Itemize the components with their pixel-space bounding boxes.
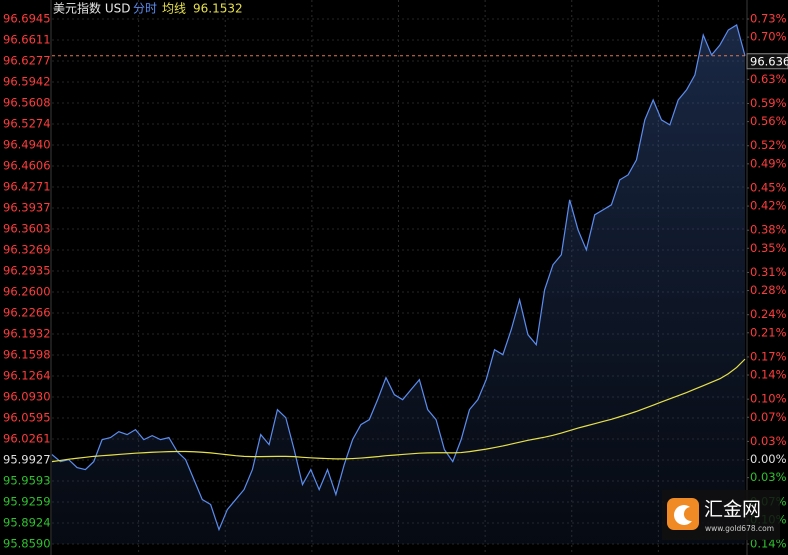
y2-tick-label: 0.38% (750, 223, 787, 237)
price-area (52, 24, 745, 545)
current-price-box (746, 53, 788, 70)
y-tick-label: 96.3269 (3, 242, 51, 256)
y2-tick-label: 0.28% (750, 283, 787, 297)
y-tick-label: 95.9927 (3, 452, 51, 466)
y2-tick-label: 0.63% (750, 72, 787, 86)
y-tick-label: 96.4606 (3, 158, 51, 172)
y-tick-label: 96.2600 (3, 285, 51, 299)
y2-tick-label: 0.49% (750, 156, 787, 170)
y-tick-label: 96.5608 (3, 96, 51, 110)
y2-tick-label: 0.45% (750, 180, 787, 194)
y-tick-label: 96.0930 (3, 389, 51, 403)
y-tick-label: 95.9593 (3, 473, 51, 487)
y-tick-label: 96.6945 (3, 12, 51, 26)
price-line (51, 24, 746, 532)
y-tick-label: 96.4940 (3, 137, 51, 151)
y2-tick-label: 0.52% (750, 138, 787, 152)
y2-tick-label: 0.31% (750, 265, 787, 279)
legend-entry: 分时 (133, 2, 157, 16)
watermark-logo-swirl (674, 505, 692, 525)
y2-tick-label: 0.03% (750, 434, 787, 448)
y-tick-label: 95.9259 (3, 494, 51, 508)
y2-tick-label: 0.17% (750, 349, 787, 363)
y-tick-label: 96.5942 (3, 75, 51, 89)
y-tick-label: 95.8924 (3, 516, 51, 530)
chart-title: 美元指数 USD (53, 1, 130, 16)
y-tick-label: 96.5274 (3, 117, 51, 131)
average-line (51, 358, 746, 463)
y2-tick-label: 0.14% (750, 368, 787, 382)
legend-entry: 均线 (162, 2, 186, 16)
y-tick-label: 96.2266 (3, 306, 51, 320)
y-tick-label: 95.8590 (3, 537, 51, 551)
watermark: 汇金网 www.gold678.com (662, 490, 780, 540)
current-price-label: 96.636 (750, 54, 788, 68)
legend-value: 96.1532 (193, 2, 243, 16)
y-tick-label: 96.6611 (3, 32, 51, 46)
y-tick-label: 96.0595 (3, 411, 51, 425)
y-tick-label: 96.1264 (3, 368, 51, 382)
watermark-url: www.gold678.com (705, 524, 774, 533)
y2-tick-label: 0.42% (750, 199, 787, 213)
y2-tick-label: 0.56% (750, 114, 787, 128)
y2-tick-label: 0.59% (750, 96, 787, 110)
y2-tick-label: 0.21% (750, 325, 787, 339)
y2-tick-label: 0.70% (750, 30, 787, 44)
y-tick-label: 96.1932 (3, 327, 51, 341)
y-tick-label: 96.0261 (3, 432, 51, 446)
y-tick-label: 96.4271 (3, 180, 51, 194)
y2-tick-label: 0.24% (750, 307, 787, 321)
y2-tick-label: 0.73% (750, 12, 787, 26)
y-tick-label: 96.3603 (3, 222, 51, 236)
y2-tick-label: 0.03% (750, 470, 787, 484)
y-tick-label: 96.6277 (3, 53, 51, 67)
y2-tick-label: 0.10% (750, 392, 787, 406)
y-tick-label: 96.2935 (3, 263, 51, 277)
watermark-name: 汇金网 (704, 499, 761, 521)
y-tick-label: 96.1598 (3, 347, 51, 361)
y-tick-label: 96.3937 (3, 201, 51, 215)
y2-tick-label: 0.35% (750, 241, 787, 255)
y2-tick-label: 0.07% (750, 410, 787, 424)
y2-tick-label: 0.00% (750, 452, 787, 466)
